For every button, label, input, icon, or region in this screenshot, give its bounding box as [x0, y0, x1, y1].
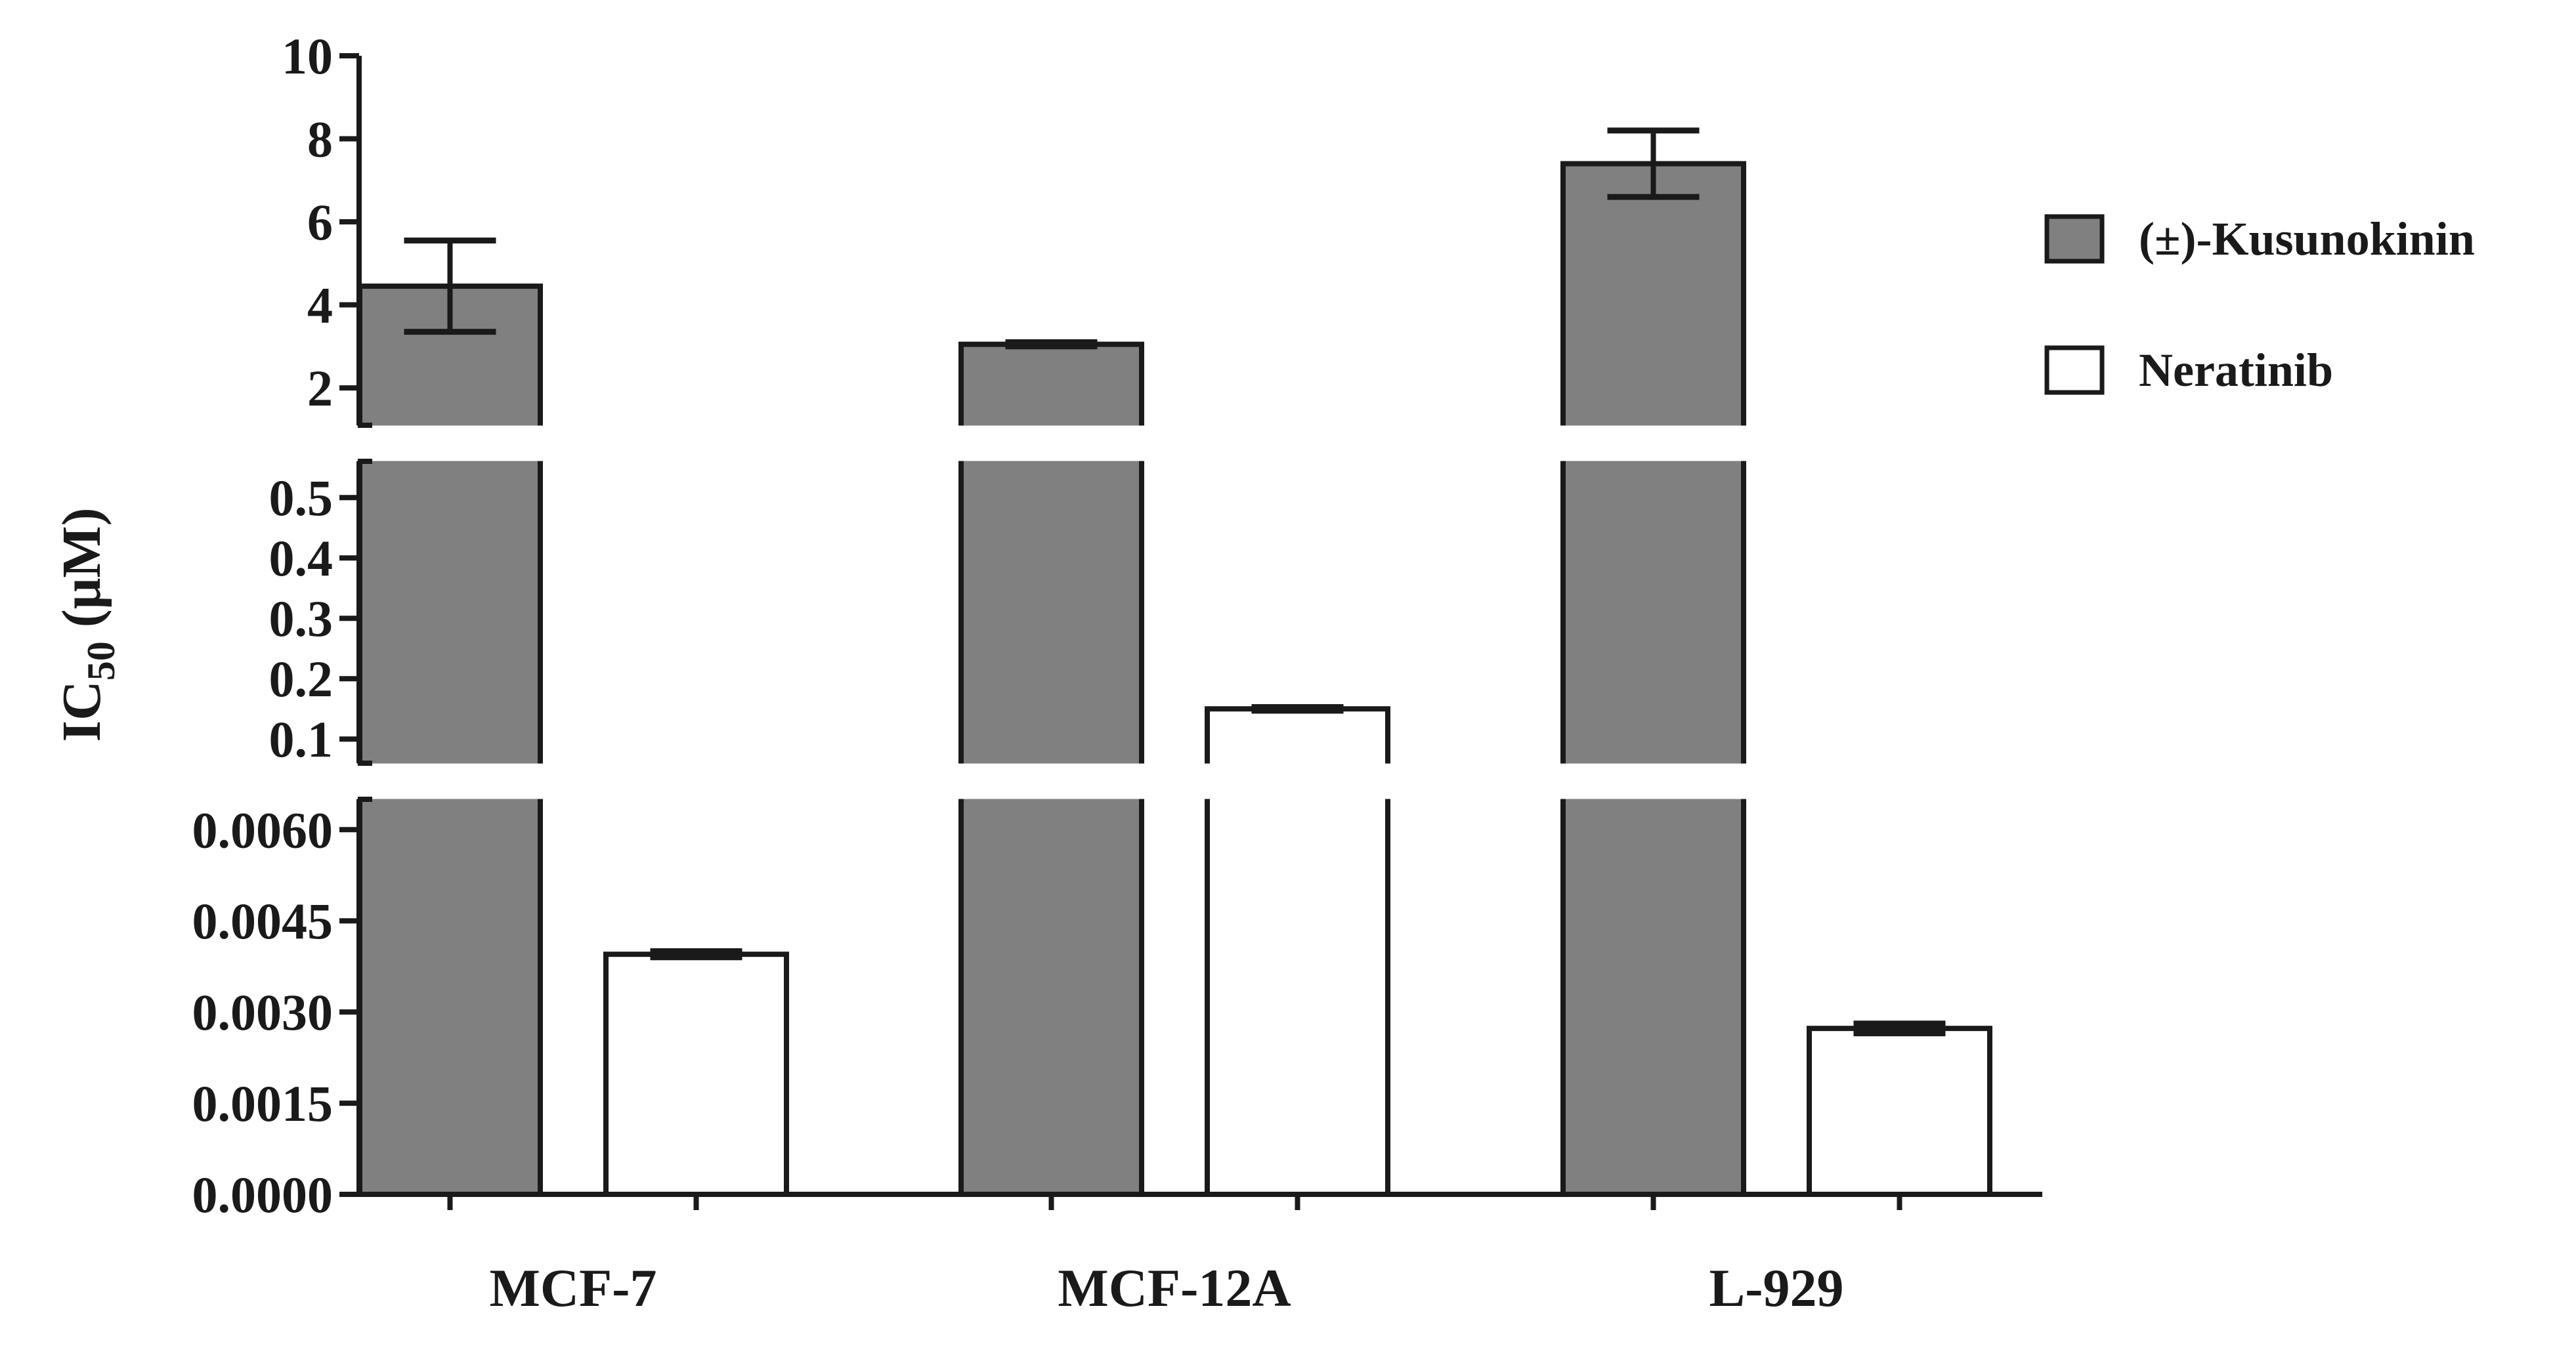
- error-bar: [404, 238, 496, 335]
- axis-break-gap: [1556, 763, 1750, 799]
- bar: [1201, 706, 1394, 1197]
- x-tick-label: MCF-12A: [1058, 1258, 1291, 1318]
- y-axis-segment: 0.10.20.30.40.5: [269, 459, 372, 768]
- bar: [1556, 161, 1750, 1197]
- y-tick-label: 4: [307, 277, 333, 334]
- y-axis-segment: 2 4 6 8 10: [282, 28, 372, 428]
- y-tick-label: 0.5: [269, 469, 333, 526]
- x-tick-label: MCF-7: [489, 1258, 656, 1318]
- legend-item: Neratinib: [2044, 344, 2333, 396]
- bar: [603, 952, 789, 1197]
- axis-break-gap: [353, 425, 547, 461]
- bar: [1807, 1026, 1992, 1198]
- y-tick-label: 0.0000: [192, 1166, 333, 1223]
- bar: [353, 283, 547, 1198]
- legend-item: (±)-Kusunokinin: [2044, 213, 2475, 265]
- y-tick-label: 0.0030: [192, 984, 333, 1041]
- y-tick-label: 0.3: [269, 590, 333, 647]
- y-tick-label: 0.0015: [192, 1075, 333, 1132]
- legend-swatch: [2044, 345, 2105, 395]
- bar-rect: [1560, 161, 1746, 1197]
- y-axis-label: IC50 (μM): [51, 507, 123, 742]
- y-tick-label: 0.2: [269, 650, 333, 707]
- y-tick-label: 0.0045: [192, 892, 333, 950]
- error-bar: [1251, 703, 1344, 714]
- bar-rect: [603, 952, 789, 1197]
- error-bar: [650, 948, 742, 961]
- legend-label: Neratinib: [2139, 344, 2333, 396]
- error-bar: [1853, 1020, 1946, 1037]
- bar-rect: [1807, 1026, 1992, 1198]
- legend-label: (±)-Kusunokinin: [2139, 213, 2475, 265]
- legend-swatch: [2044, 214, 2105, 264]
- y-tick-label: 6: [307, 194, 333, 251]
- axis-break-gap: [955, 763, 1148, 799]
- bar: [955, 341, 1148, 1197]
- y-tick-label: 10: [282, 28, 333, 85]
- axis-break-gap: [955, 425, 1148, 461]
- y-tick-label: 0.4: [269, 530, 333, 587]
- y-tick-label: 0.1: [269, 711, 333, 768]
- axis-break-gap: [353, 763, 547, 799]
- y-tick-label: 8: [307, 111, 333, 168]
- x-axis: MCF-7 MCF-12A L-929: [356, 1192, 2042, 1318]
- axis-break-gap: [1556, 425, 1750, 461]
- axis-break-gap: [1201, 763, 1394, 799]
- y-axis-segment: 0.0000 0.0015 0.0030 0.0045 0.0060: [192, 797, 372, 1223]
- bar-rect: [357, 283, 543, 1198]
- x-tick-label: L-929: [1709, 1258, 1844, 1318]
- error-bar: [1607, 127, 1700, 200]
- y-tick-label: 0.0060: [192, 801, 333, 858]
- error-bar: [1005, 339, 1098, 350]
- y-tick-label: 2: [307, 360, 333, 417]
